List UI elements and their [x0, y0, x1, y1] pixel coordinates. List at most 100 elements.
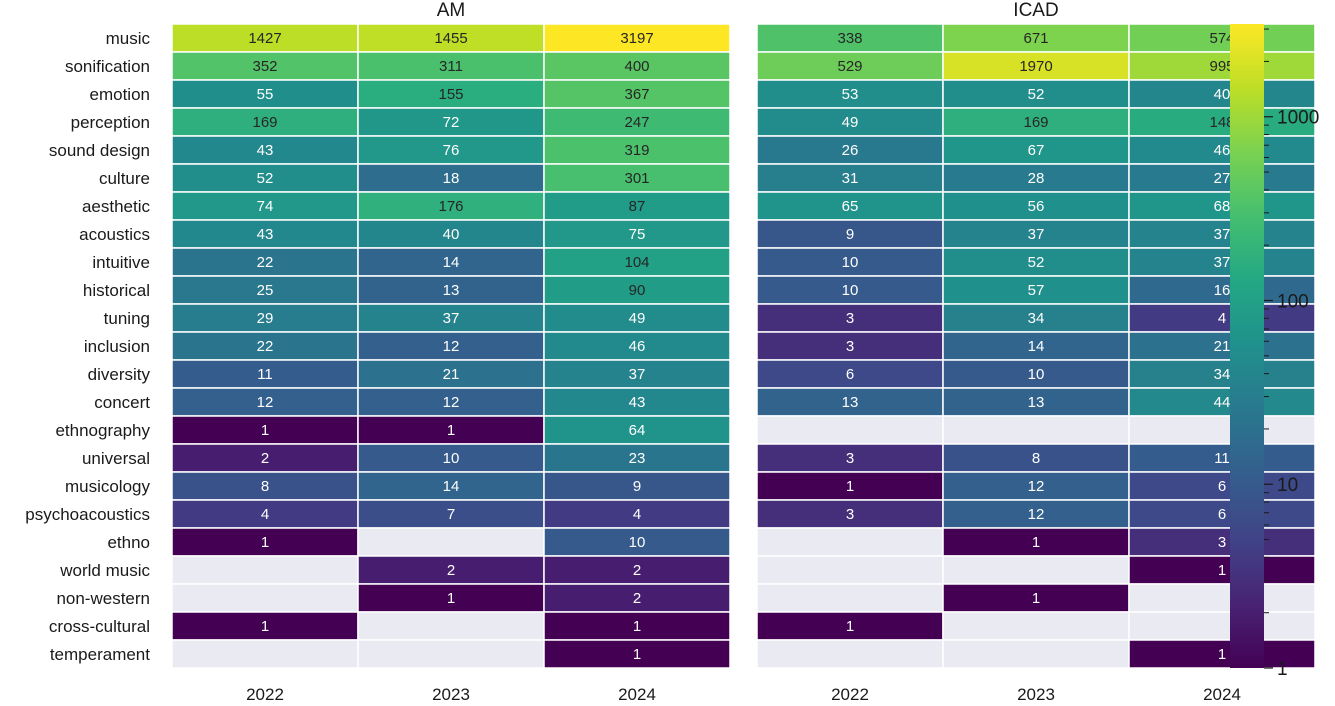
cell-value: 176 [438, 198, 463, 215]
cell-value: 37 [1214, 254, 1231, 271]
row-label: diversity [88, 365, 151, 384]
panel-title: AM [437, 0, 466, 21]
cell-value: 28 [1028, 170, 1045, 187]
cell-value: 367 [624, 86, 649, 103]
heatmap-cell [543, 191, 731, 221]
x-tick-label: 2022 [831, 685, 869, 704]
cell-value: 12 [1028, 506, 1045, 523]
cell-value: 6 [1218, 478, 1226, 495]
cell-value: 9 [846, 226, 854, 243]
heatmap-cell [756, 415, 944, 445]
heatmap-cell [942, 163, 1130, 193]
cell-value: 155 [438, 86, 463, 103]
cell-value: 1 [261, 422, 269, 439]
cell-value: 31 [842, 170, 859, 187]
cell-value: 319 [624, 142, 649, 159]
cell-value: 22 [257, 254, 274, 271]
cell-value: 46 [629, 338, 646, 355]
heatmap-cell [171, 303, 359, 333]
heatmap-cell [1128, 415, 1316, 445]
cell-value: 21 [1214, 338, 1231, 355]
cell-value: 57 [1028, 282, 1045, 299]
cell-value: 14 [443, 254, 460, 271]
heatmap-cell [357, 471, 545, 501]
cell-value: 1970 [1019, 58, 1052, 75]
cell-value: 37 [443, 310, 460, 327]
cell-value: 995 [1209, 58, 1234, 75]
x-tick-label: 2024 [618, 685, 656, 704]
heatmap-cell [357, 639, 545, 669]
heatmap-cell [171, 163, 359, 193]
heatmap-cell [1128, 135, 1316, 165]
heatmap-cell [171, 583, 359, 613]
cell-value: 9 [633, 478, 641, 495]
row-label: concert [94, 393, 150, 412]
cell-value: 40 [1214, 86, 1231, 103]
x-tick-label: 2023 [432, 685, 470, 704]
heatmap-cell [357, 23, 545, 53]
colorbar-tick-label: 1000 [1277, 108, 1319, 129]
heatmap-cell [171, 471, 359, 501]
cell-value: 1 [633, 646, 641, 663]
cell-value: 671 [1023, 30, 1048, 47]
heatmap-cell [543, 275, 731, 305]
heatmap-cell [543, 639, 731, 669]
heatmap-cell [1128, 527, 1316, 557]
cell-value: 6 [1218, 506, 1226, 523]
heatmap-cell [1128, 303, 1316, 333]
heatmap-cell [942, 639, 1130, 669]
cell-value: 1 [261, 618, 269, 635]
cell-value: 10 [842, 282, 859, 299]
cell-value: 301 [624, 170, 649, 187]
cell-value: 7 [447, 506, 455, 523]
heatmap-cell [357, 79, 545, 109]
cell-value: 1 [1218, 646, 1226, 663]
heatmap-cell [171, 639, 359, 669]
cell-value: 311 [439, 58, 463, 75]
cell-value: 10 [443, 450, 460, 467]
cell-value: 53 [842, 86, 859, 103]
row-label: sonification [65, 57, 150, 76]
cell-value: 14 [1028, 338, 1045, 355]
heatmap-cell [942, 359, 1130, 389]
heatmap-cell [543, 387, 731, 417]
cell-value: 12 [257, 394, 274, 411]
heatmap-cell [756, 555, 944, 585]
heatmap-cell [756, 135, 944, 165]
heatmap-cell [171, 359, 359, 389]
row-label: tuning [104, 309, 150, 328]
cell-value: 43 [257, 142, 274, 159]
cell-value: 44 [1214, 394, 1231, 411]
x-tick-label: 2022 [246, 685, 284, 704]
cell-value: 3 [1218, 534, 1226, 551]
heatmap-cell [357, 443, 545, 473]
row-label: ethnography [55, 421, 150, 440]
cell-value: 26 [842, 142, 859, 159]
cell-value: 3 [846, 310, 854, 327]
heatmap-cell [756, 79, 944, 109]
cell-value: 4 [633, 506, 641, 523]
row-label: psychoacoustics [25, 505, 150, 524]
heatmap-cell [357, 219, 545, 249]
cell-value: 22 [257, 338, 274, 355]
cell-value: 46 [1214, 142, 1231, 159]
cell-value: 43 [257, 226, 274, 243]
heatmap-cell [543, 415, 731, 445]
heatmap-cell [171, 443, 359, 473]
cell-value: 1 [846, 618, 854, 635]
heatmap-cell [543, 247, 731, 277]
cell-value: 8 [261, 478, 269, 495]
heatmap-cell [1128, 555, 1316, 585]
heatmap-cell [543, 219, 731, 249]
colorbar-tick-label: 100 [1277, 291, 1309, 312]
cell-value: 64 [629, 422, 646, 439]
heatmap-cell [1128, 79, 1316, 109]
cell-value: 52 [1028, 254, 1045, 271]
heatmap-cell [1128, 23, 1316, 53]
heatmap-cell [171, 191, 359, 221]
cell-value: 52 [257, 170, 274, 187]
cell-value: 90 [629, 282, 646, 299]
